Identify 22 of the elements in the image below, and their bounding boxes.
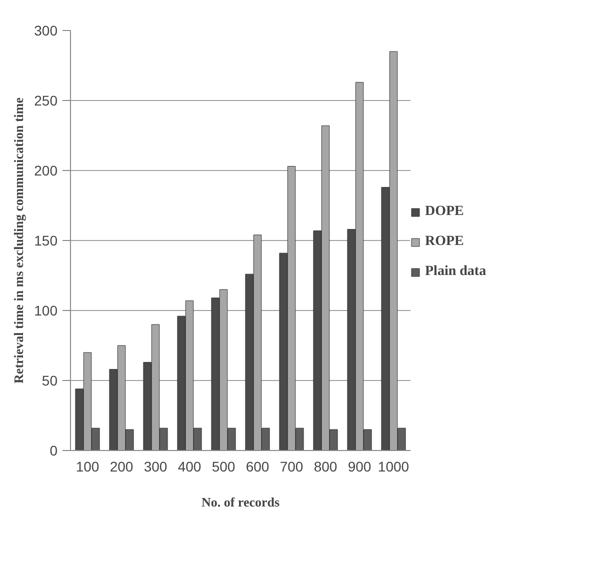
legend-label: DOPE	[425, 204, 464, 220]
y-tick-label: 250	[34, 92, 58, 108]
x-axis-title: No. of records	[201, 494, 280, 510]
legend-label: Plain data	[425, 264, 486, 280]
x-tick-label: 300	[144, 458, 168, 474]
y-tick-label: 150	[34, 232, 58, 248]
x-tick-label: 1000	[378, 458, 410, 474]
x-tick-label: 500	[212, 458, 236, 474]
x-tick-label: 800	[314, 458, 338, 474]
y-tick-label: 100	[34, 302, 58, 318]
y-tick-label: 200	[34, 162, 58, 178]
x-tick-label: 100	[76, 458, 100, 474]
x-tick-label: 200	[110, 458, 134, 474]
x-tick-label: 600	[246, 458, 270, 474]
y-tick-label: 300	[34, 22, 58, 38]
y-tick-label: 0	[50, 442, 58, 458]
x-tick-label: 700	[280, 458, 304, 474]
y-axis-title: Retrieval time in ms excluding communication time	[11, 97, 26, 384]
x-tick-label: 900	[348, 458, 372, 474]
x-tick-label: 400	[178, 458, 202, 474]
legend-label: ROPE	[425, 234, 464, 250]
y-tick-label: 50	[42, 372, 58, 388]
